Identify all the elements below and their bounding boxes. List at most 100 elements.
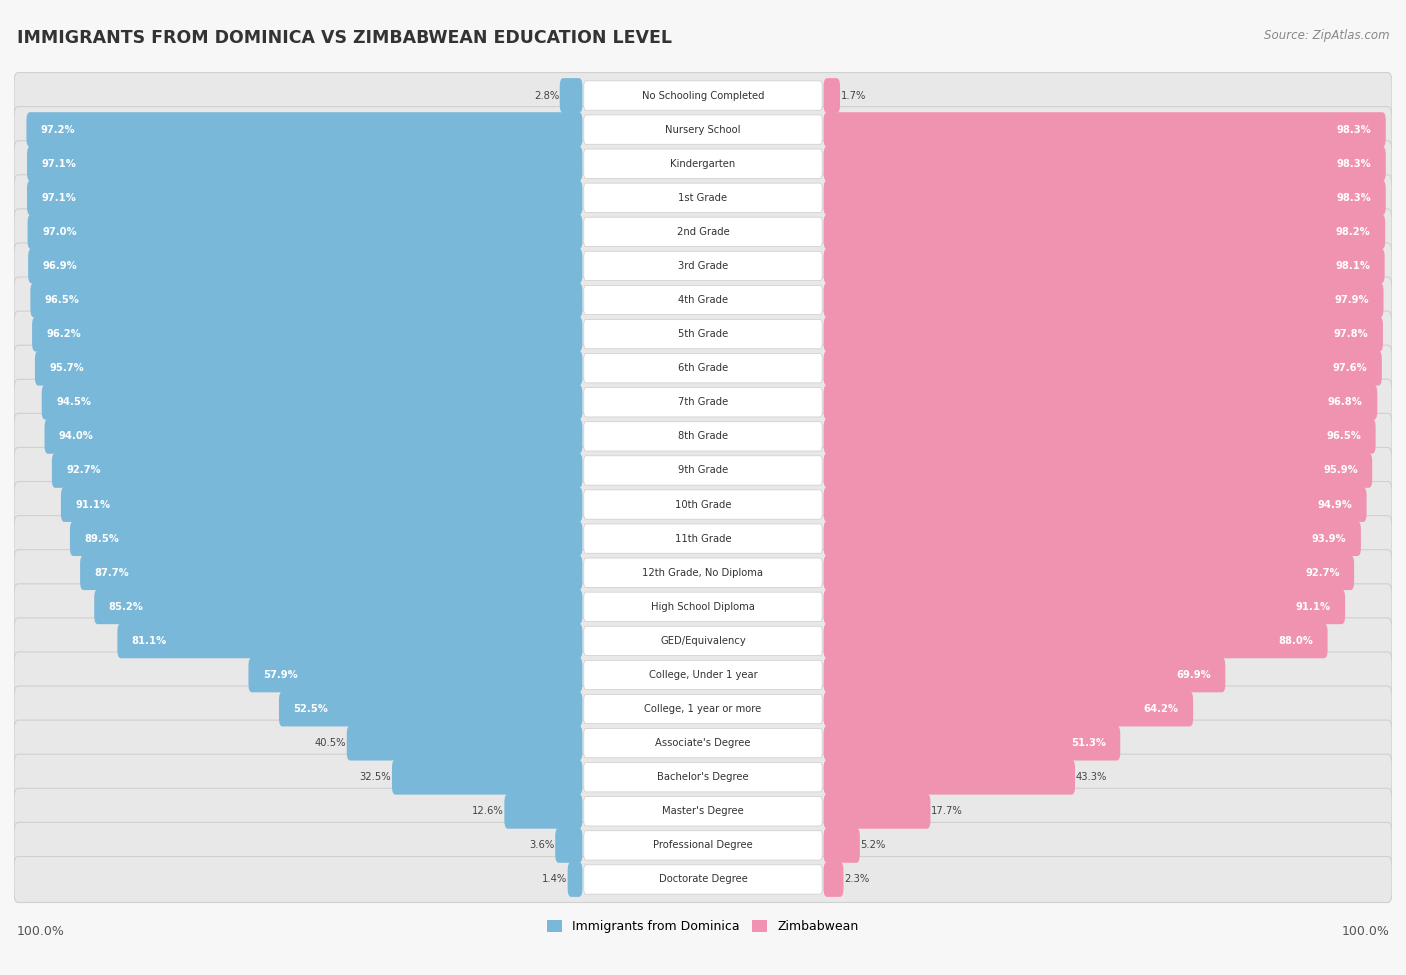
FancyBboxPatch shape	[14, 448, 1392, 493]
Text: 94.0%: 94.0%	[59, 431, 94, 442]
Text: GED/Equivalency: GED/Equivalency	[661, 636, 745, 645]
Text: 95.9%: 95.9%	[1323, 465, 1358, 476]
FancyBboxPatch shape	[824, 522, 1361, 556]
FancyBboxPatch shape	[583, 183, 823, 213]
FancyBboxPatch shape	[824, 283, 1384, 318]
FancyBboxPatch shape	[824, 794, 931, 829]
FancyBboxPatch shape	[583, 797, 823, 826]
FancyBboxPatch shape	[583, 217, 823, 247]
Text: 96.9%: 96.9%	[42, 261, 77, 271]
FancyBboxPatch shape	[14, 721, 1392, 766]
FancyBboxPatch shape	[583, 660, 823, 689]
FancyBboxPatch shape	[14, 379, 1392, 425]
FancyBboxPatch shape	[824, 691, 1194, 726]
FancyBboxPatch shape	[14, 822, 1392, 869]
Text: Master's Degree: Master's Degree	[662, 806, 744, 816]
FancyBboxPatch shape	[824, 590, 1346, 624]
Text: 95.7%: 95.7%	[49, 364, 84, 373]
Text: 94.9%: 94.9%	[1317, 499, 1353, 510]
FancyBboxPatch shape	[824, 488, 1367, 522]
FancyBboxPatch shape	[14, 413, 1392, 459]
FancyBboxPatch shape	[31, 283, 582, 318]
Text: 92.7%: 92.7%	[1305, 567, 1340, 578]
Text: College, Under 1 year: College, Under 1 year	[648, 670, 758, 680]
FancyBboxPatch shape	[824, 453, 1372, 488]
FancyBboxPatch shape	[583, 762, 823, 792]
FancyBboxPatch shape	[35, 351, 582, 385]
FancyBboxPatch shape	[583, 592, 823, 621]
FancyBboxPatch shape	[583, 728, 823, 758]
FancyBboxPatch shape	[583, 489, 823, 520]
FancyBboxPatch shape	[14, 140, 1392, 186]
FancyBboxPatch shape	[14, 72, 1392, 119]
Text: 92.7%: 92.7%	[66, 465, 101, 476]
Text: 98.2%: 98.2%	[1336, 227, 1371, 237]
FancyBboxPatch shape	[117, 623, 582, 658]
FancyBboxPatch shape	[52, 453, 582, 488]
Text: 97.1%: 97.1%	[41, 159, 76, 169]
Text: 87.7%: 87.7%	[94, 567, 129, 578]
Text: 52.5%: 52.5%	[294, 704, 328, 714]
Text: 1st Grade: 1st Grade	[679, 193, 727, 203]
Text: 97.2%: 97.2%	[41, 125, 76, 135]
FancyBboxPatch shape	[14, 686, 1392, 732]
Text: 97.8%: 97.8%	[1334, 330, 1368, 339]
FancyBboxPatch shape	[14, 243, 1392, 289]
FancyBboxPatch shape	[583, 388, 823, 417]
Text: Doctorate Degree: Doctorate Degree	[658, 875, 748, 884]
Text: 32.5%: 32.5%	[360, 772, 391, 782]
FancyBboxPatch shape	[824, 760, 1076, 795]
FancyBboxPatch shape	[583, 81, 823, 110]
FancyBboxPatch shape	[583, 422, 823, 451]
FancyBboxPatch shape	[42, 385, 582, 419]
FancyBboxPatch shape	[583, 286, 823, 315]
FancyBboxPatch shape	[278, 691, 582, 726]
FancyBboxPatch shape	[583, 865, 823, 894]
Text: 17.7%: 17.7%	[931, 806, 963, 816]
FancyBboxPatch shape	[14, 209, 1392, 254]
FancyBboxPatch shape	[347, 725, 582, 760]
FancyBboxPatch shape	[560, 78, 582, 113]
Text: 93.9%: 93.9%	[1312, 533, 1347, 544]
Text: 100.0%: 100.0%	[1341, 925, 1389, 938]
Text: Associate's Degree: Associate's Degree	[655, 738, 751, 748]
Text: 4th Grade: 4th Grade	[678, 295, 728, 305]
FancyBboxPatch shape	[824, 146, 1386, 181]
FancyBboxPatch shape	[14, 755, 1392, 800]
FancyBboxPatch shape	[824, 725, 1121, 760]
FancyBboxPatch shape	[583, 626, 823, 655]
Text: 97.1%: 97.1%	[41, 193, 76, 203]
Text: 1.7%: 1.7%	[841, 91, 866, 100]
FancyBboxPatch shape	[824, 180, 1386, 215]
Text: Kindergarten: Kindergarten	[671, 159, 735, 169]
FancyBboxPatch shape	[824, 214, 1385, 250]
Text: 10th Grade: 10th Grade	[675, 499, 731, 510]
Text: Bachelor's Degree: Bachelor's Degree	[657, 772, 749, 782]
FancyBboxPatch shape	[583, 149, 823, 178]
FancyBboxPatch shape	[94, 590, 582, 624]
FancyBboxPatch shape	[824, 351, 1382, 385]
Text: 98.3%: 98.3%	[1337, 193, 1371, 203]
Text: 89.5%: 89.5%	[84, 533, 120, 544]
FancyBboxPatch shape	[583, 320, 823, 349]
Text: 43.3%: 43.3%	[1076, 772, 1107, 782]
FancyBboxPatch shape	[14, 652, 1392, 698]
Text: IMMIGRANTS FROM DOMINICA VS ZIMBABWEAN EDUCATION LEVEL: IMMIGRANTS FROM DOMINICA VS ZIMBABWEAN E…	[17, 29, 672, 47]
Text: 9th Grade: 9th Grade	[678, 465, 728, 476]
FancyBboxPatch shape	[14, 345, 1392, 391]
Text: 2nd Grade: 2nd Grade	[676, 227, 730, 237]
FancyBboxPatch shape	[568, 862, 582, 897]
FancyBboxPatch shape	[824, 249, 1385, 284]
FancyBboxPatch shape	[27, 112, 582, 147]
Text: 5.2%: 5.2%	[860, 840, 886, 850]
FancyBboxPatch shape	[14, 175, 1392, 220]
Text: 98.3%: 98.3%	[1337, 159, 1371, 169]
FancyBboxPatch shape	[14, 516, 1392, 562]
Text: 81.1%: 81.1%	[132, 636, 167, 645]
Text: 97.6%: 97.6%	[1333, 364, 1368, 373]
FancyBboxPatch shape	[824, 317, 1384, 352]
FancyBboxPatch shape	[583, 524, 823, 553]
FancyBboxPatch shape	[14, 277, 1392, 323]
FancyBboxPatch shape	[824, 828, 860, 863]
FancyBboxPatch shape	[824, 556, 1354, 590]
